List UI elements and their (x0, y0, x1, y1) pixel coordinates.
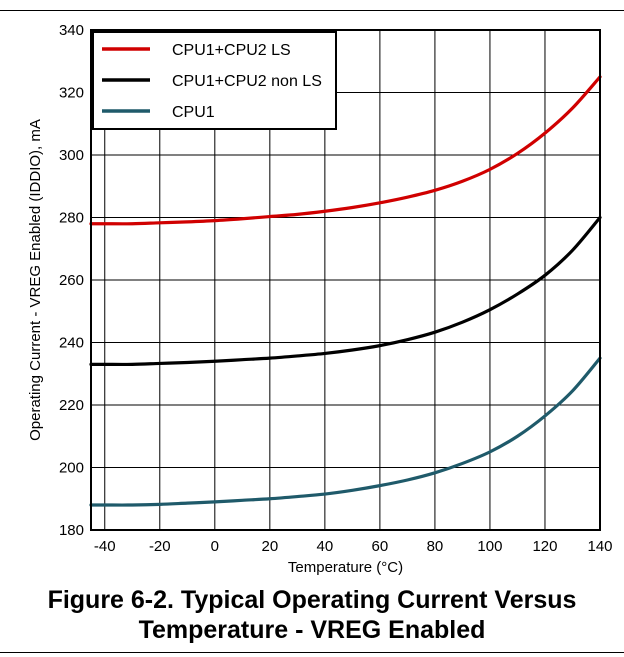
y-tick-label: 260 (59, 272, 84, 289)
figure-caption-line-2: Temperature - VREG Enabled (138, 616, 486, 644)
legend-label-cpu1: CPU1 (172, 104, 215, 121)
x-tick-label: 140 (587, 538, 612, 555)
x-tick-label: 20 (261, 538, 278, 555)
x-tick-label: -40 (94, 538, 116, 555)
bottom-rule (0, 652, 624, 653)
series-line-cpu1-cpu2-non-ls (89, 215, 602, 367)
y-tick-label: 180 (59, 522, 84, 539)
tick-labels: -40 -20 0 20 40 60 80 100 120 140 180 200 220 240 260 2… (59, 22, 613, 555)
line-chart: -40 -20 0 20 40 60 80 100 120 140 180 200 220 240 260 2… (27, 22, 613, 576)
y-tick-label: 220 (59, 397, 84, 414)
series-lines (89, 75, 602, 507)
plot-frame (90, 29, 601, 531)
x-tick-label: 0 (211, 538, 219, 555)
x-tick-label: 80 (427, 538, 444, 555)
x-tick-label: -20 (149, 538, 171, 555)
series-line-cpu1 (89, 356, 602, 507)
legend-label-cpu1-cpu2-non-ls: CPU1+CPU2 non LS (172, 73, 322, 90)
legend-label-cpu1-cpu2-ls: CPU1+CPU2 LS (172, 42, 291, 59)
x-tick-label: 40 (317, 538, 334, 555)
series-line-cpu1-cpu2-ls (89, 75, 602, 226)
legend: CPU1+CPU2 LS CPU1+CPU2 non LS CPU1 (92, 31, 337, 130)
top-rule (0, 10, 624, 11)
y-tick-label: 240 (59, 335, 84, 352)
y-axis-label: Operating Current - VREG Enabled (IDDIO)… (27, 119, 44, 441)
x-tick-label: 60 (372, 538, 389, 555)
figure-caption-line-1: Figure 6-2. Typical Operating Current Ve… (47, 586, 577, 614)
y-tick-label: 200 (59, 460, 84, 477)
y-tick-label: 280 (59, 210, 84, 227)
x-tick-label: 120 (532, 538, 557, 555)
x-axis-label: Temperature (°C) (288, 559, 403, 576)
y-tick-label: 320 (59, 85, 84, 102)
x-tick-label: 100 (477, 538, 502, 555)
y-tick-label: 300 (59, 147, 84, 164)
y-tick-label: 340 (59, 22, 84, 39)
